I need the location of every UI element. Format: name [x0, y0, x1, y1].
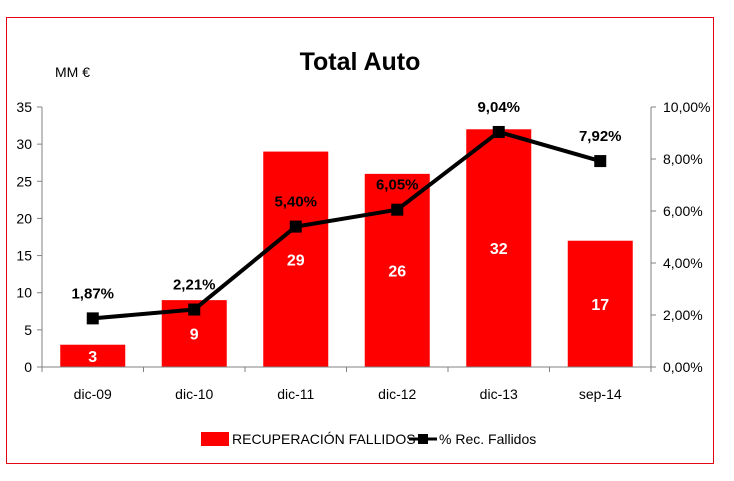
bar-sep-14 — [567, 240, 633, 367]
line-marker-dic-11 — [289, 220, 302, 233]
right-tick-label: 8,00% — [663, 151, 703, 167]
legend-swatch-marker — [418, 434, 428, 444]
chart-title: Total Auto — [300, 48, 421, 76]
line-value-label: 1,87% — [71, 285, 114, 302]
right-tick-label: 6,00% — [663, 203, 703, 219]
bar-value-label: 26 — [388, 263, 406, 280]
bar-value-label: 17 — [591, 297, 609, 314]
bar-dic-09 — [60, 344, 126, 367]
left-tick-label: 20 — [16, 210, 32, 226]
data-labels-group: 3 9 29 26 32 17 1,87% 2,21% 5,40% 6,05% 9,04% 7,92% — [71, 99, 621, 366]
line-value-label: 9,04% — [477, 99, 520, 116]
left-tick-label: 30 — [16, 136, 32, 152]
unit-label: MM € — [55, 64, 90, 80]
left-tick-label: 0 — [24, 359, 32, 375]
legend-label-bar: RECUPERACIÓN FALLIDOS — [232, 431, 416, 447]
right-tick-label: 0,00% — [663, 359, 703, 375]
bar-value-label: 3 — [88, 349, 97, 366]
x-tick-label: dic-13 — [480, 386, 518, 402]
left-tick-label: 10 — [16, 285, 32, 301]
x-tick-label: sep-14 — [579, 386, 622, 402]
bar-value-label: 9 — [190, 327, 199, 344]
bar-value-label: 29 — [287, 252, 305, 269]
x-tick-label: dic-09 — [74, 386, 112, 402]
left-tick-label: 5 — [24, 322, 32, 338]
line-marker-dic-12 — [391, 203, 404, 216]
legend: RECUPERACIÓN FALLIDOS % Rec. Fallidos — [201, 431, 536, 447]
line-marker-dic-10 — [188, 303, 201, 316]
x-tick-label: dic-11 — [277, 386, 314, 402]
bar-dic-11 — [263, 151, 329, 367]
line-series-group — [86, 125, 607, 325]
line-marker-dic-13 — [492, 125, 505, 138]
x-tick-label: dic-12 — [378, 386, 416, 402]
right-tick-label: 2,00% — [663, 307, 703, 323]
bar-value-label: 32 — [490, 241, 508, 258]
left-tick-label: 35 — [16, 99, 32, 115]
legend-label-line: % Rec. Fallidos — [439, 431, 536, 447]
line-series-path — [92, 129, 601, 321]
left-tick-label: 15 — [16, 248, 32, 264]
bar-dic-13 — [466, 129, 532, 367]
line-marker-sep-14 — [594, 155, 607, 168]
axes-group: 0 5 10 15 20 25 30 35 0,00% 2,00% 4,00% 6,00% 8,00% 1… — [16, 99, 710, 402]
legend-swatch-bar — [201, 432, 229, 446]
line-value-label: 2,21% — [173, 277, 216, 294]
bars-group — [60, 129, 633, 367]
line-value-label: 6,05% — [376, 177, 419, 194]
line-value-label: 5,40% — [274, 194, 317, 211]
line-value-label: 7,92% — [579, 128, 622, 145]
x-tick-label: dic-10 — [175, 386, 213, 402]
left-tick-label: 25 — [16, 173, 32, 189]
right-tick-label: 10,00% — [663, 99, 710, 115]
line-marker-dic-09 — [86, 312, 99, 325]
right-tick-label: 4,00% — [663, 255, 703, 271]
chart-frame — [6, 17, 714, 464]
